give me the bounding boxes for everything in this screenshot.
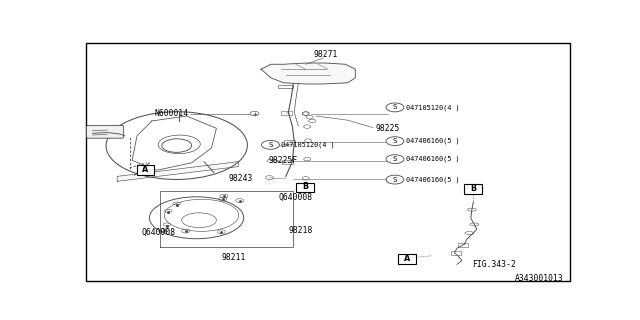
Text: A: A bbox=[404, 254, 410, 263]
Text: S: S bbox=[268, 142, 273, 148]
Circle shape bbox=[386, 175, 404, 184]
Bar bbox=[284, 140, 295, 144]
Text: Q640008: Q640008 bbox=[142, 228, 176, 237]
Circle shape bbox=[262, 140, 280, 149]
Text: 98271: 98271 bbox=[314, 50, 338, 59]
Text: 047406160(5 ): 047406160(5 ) bbox=[406, 176, 460, 183]
FancyBboxPatch shape bbox=[136, 165, 154, 175]
Text: A: A bbox=[142, 165, 148, 174]
FancyBboxPatch shape bbox=[465, 184, 483, 194]
Circle shape bbox=[386, 137, 404, 146]
Text: 047105120(4 ): 047105120(4 ) bbox=[282, 141, 335, 148]
Bar bbox=[281, 111, 292, 115]
FancyBboxPatch shape bbox=[296, 182, 314, 192]
Bar bbox=[278, 85, 293, 88]
Text: 047406160(5 ): 047406160(5 ) bbox=[406, 156, 460, 162]
Text: 98218: 98218 bbox=[288, 226, 313, 235]
Text: S: S bbox=[393, 177, 397, 183]
Bar bbox=[458, 243, 468, 247]
Text: S: S bbox=[393, 156, 397, 162]
Text: S: S bbox=[393, 104, 397, 110]
Circle shape bbox=[386, 103, 404, 112]
Text: A343001013: A343001013 bbox=[515, 274, 564, 283]
Bar bbox=[282, 160, 293, 164]
Text: B: B bbox=[470, 184, 476, 193]
Text: 047406160(5 ): 047406160(5 ) bbox=[406, 138, 460, 144]
Text: N600014: N600014 bbox=[154, 109, 188, 118]
FancyBboxPatch shape bbox=[86, 125, 124, 138]
Text: 98225: 98225 bbox=[375, 124, 399, 132]
Text: 98225F: 98225F bbox=[269, 156, 298, 165]
Text: 98211: 98211 bbox=[221, 253, 246, 262]
Polygon shape bbox=[117, 162, 239, 181]
FancyBboxPatch shape bbox=[398, 254, 416, 264]
Text: FIG.343-2: FIG.343-2 bbox=[472, 260, 516, 269]
Text: S: S bbox=[393, 138, 397, 144]
Text: 047105120(4 ): 047105120(4 ) bbox=[406, 104, 460, 111]
Bar bbox=[451, 251, 461, 255]
Text: B: B bbox=[302, 182, 308, 191]
Polygon shape bbox=[261, 63, 355, 84]
Text: Q640008: Q640008 bbox=[278, 193, 312, 202]
Circle shape bbox=[386, 155, 404, 164]
Text: 98243: 98243 bbox=[228, 174, 253, 183]
